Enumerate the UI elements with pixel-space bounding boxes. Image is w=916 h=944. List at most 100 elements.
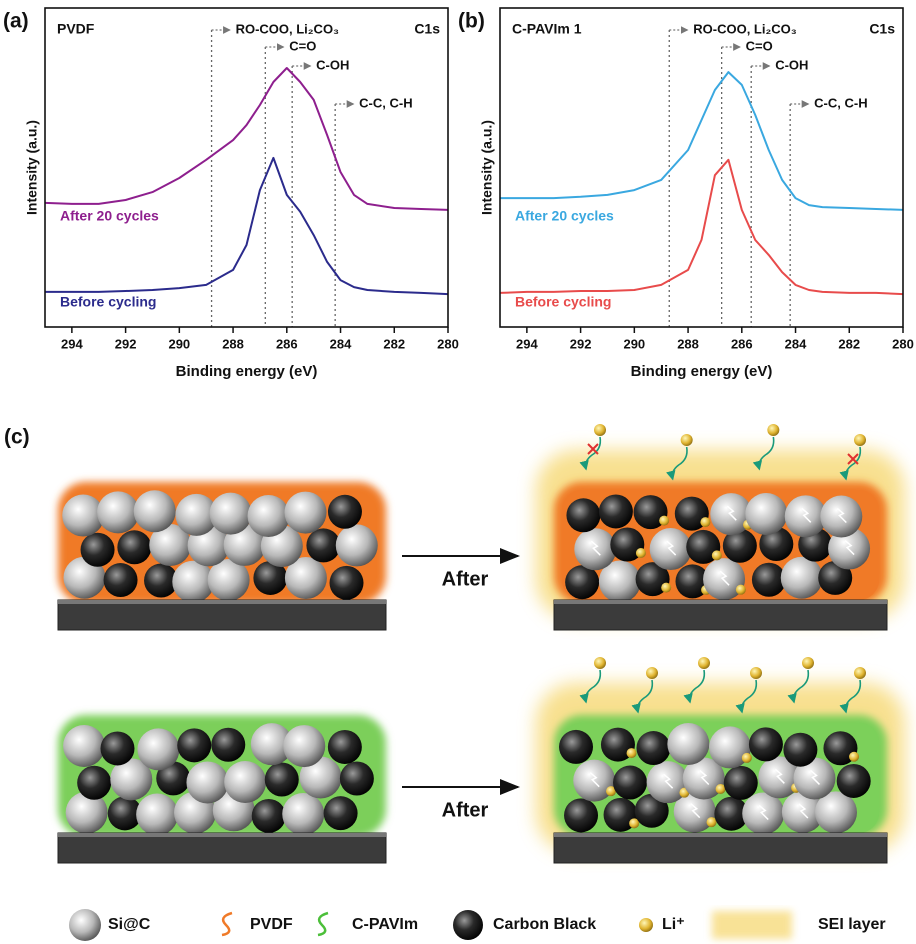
li-ion [594, 424, 606, 436]
ion-path [752, 436, 775, 471]
si-c-particle [175, 493, 218, 536]
si-c-particle [110, 758, 153, 801]
si-c-particle [247, 495, 290, 538]
crack [836, 507, 847, 524]
series-label: Before cycling [515, 294, 611, 310]
carbon-black [751, 562, 786, 597]
si-c-particle [223, 523, 266, 566]
current-collector [57, 832, 387, 864]
reference-label: RO-COO, Li₂CO₃ [693, 21, 797, 36]
si-c-particle [667, 723, 710, 766]
li-ion [706, 817, 717, 828]
si-c-particle [284, 491, 327, 534]
li-ion [854, 667, 866, 679]
carbon-black [327, 494, 362, 529]
carbon-black [564, 798, 599, 833]
li-ion [735, 584, 746, 595]
series-line [44, 67, 449, 211]
carbon-black [722, 528, 757, 563]
crack [844, 539, 855, 556]
carbon-black [836, 763, 871, 798]
carbon-black [600, 727, 635, 762]
li-ion [659, 515, 670, 526]
carbon-black [565, 565, 600, 600]
carbon-black [253, 560, 288, 595]
reference-label: C=O [289, 38, 316, 53]
li-ion [711, 550, 722, 561]
carbon-black [156, 761, 191, 796]
legend-cpavim [317, 911, 329, 937]
carbon-black [603, 797, 638, 832]
carbon-black [610, 527, 645, 562]
carbon-black [559, 729, 594, 764]
x-tick-label: 294 [516, 336, 538, 351]
si-c-particle [250, 723, 293, 766]
series-label: Before cycling [60, 294, 156, 310]
chart-subtitle: C1s [414, 21, 440, 37]
carbon-black [329, 565, 364, 600]
carbon-black [177, 728, 212, 763]
si-c-particle [172, 560, 215, 603]
series-label: After 20 cycles [515, 208, 614, 224]
carbon-black [823, 731, 858, 766]
si-c-particle [149, 524, 192, 567]
carbon-black [566, 498, 601, 533]
si-c-particle [209, 492, 252, 535]
arrow-label: After [442, 568, 489, 590]
series-line [45, 156, 449, 296]
x-tick-label: 290 [623, 336, 645, 351]
plot-frame [44, 7, 449, 328]
x-tick-label: 280 [892, 336, 914, 351]
crack [663, 773, 674, 789]
carbon-black [211, 727, 246, 762]
series-label: After 20 cycles [60, 208, 159, 224]
si-c-particle [63, 556, 106, 599]
li-ion [680, 434, 693, 446]
carbon-black [251, 798, 286, 833]
crack [801, 507, 812, 523]
collector-edge [58, 833, 386, 837]
crack [809, 769, 821, 785]
carbon-black [634, 793, 669, 828]
x-tick-label: 292 [115, 336, 137, 351]
x-tick-label: 288 [677, 336, 699, 351]
carbon-black [103, 563, 138, 598]
legend-li [639, 918, 653, 932]
crack [726, 505, 737, 521]
carbon-black [748, 727, 783, 762]
li-ion [849, 751, 860, 762]
si-c-particle [745, 492, 788, 535]
carbon-black [783, 732, 818, 767]
x-tick-label: 288 [222, 336, 244, 351]
crack [758, 804, 769, 821]
carbon-black [633, 495, 668, 530]
si-c-particle [62, 494, 105, 537]
li-ion [661, 582, 672, 593]
crack [589, 772, 600, 788]
carbon-black [306, 528, 341, 563]
si-c-particle [224, 760, 267, 803]
x-tick-label: 292 [570, 336, 592, 351]
panel-label: (a) [3, 10, 29, 33]
x-tick-label: 282 [838, 336, 860, 351]
carbon-black [818, 560, 853, 595]
x-axis-label: Binding energy (eV) [631, 363, 773, 380]
carbon-black [100, 731, 135, 766]
carbon-black [723, 765, 758, 800]
current-collector [553, 832, 888, 864]
li-ion [741, 752, 752, 763]
current-collector [57, 599, 387, 631]
x-tick-label: 294 [61, 336, 83, 351]
carbon-black [636, 731, 671, 766]
carbon-black [107, 796, 142, 831]
ion-path [735, 679, 758, 714]
li-ion [626, 748, 637, 759]
x-tick-label: 284 [330, 336, 352, 351]
series-line [500, 71, 904, 211]
legend-cb [453, 910, 483, 940]
chart-title: C-PAVIm 1 [512, 21, 582, 37]
ion-path [579, 436, 602, 471]
carbon-black [714, 796, 749, 831]
si-c-particle [598, 560, 641, 603]
li-ion [629, 818, 640, 829]
